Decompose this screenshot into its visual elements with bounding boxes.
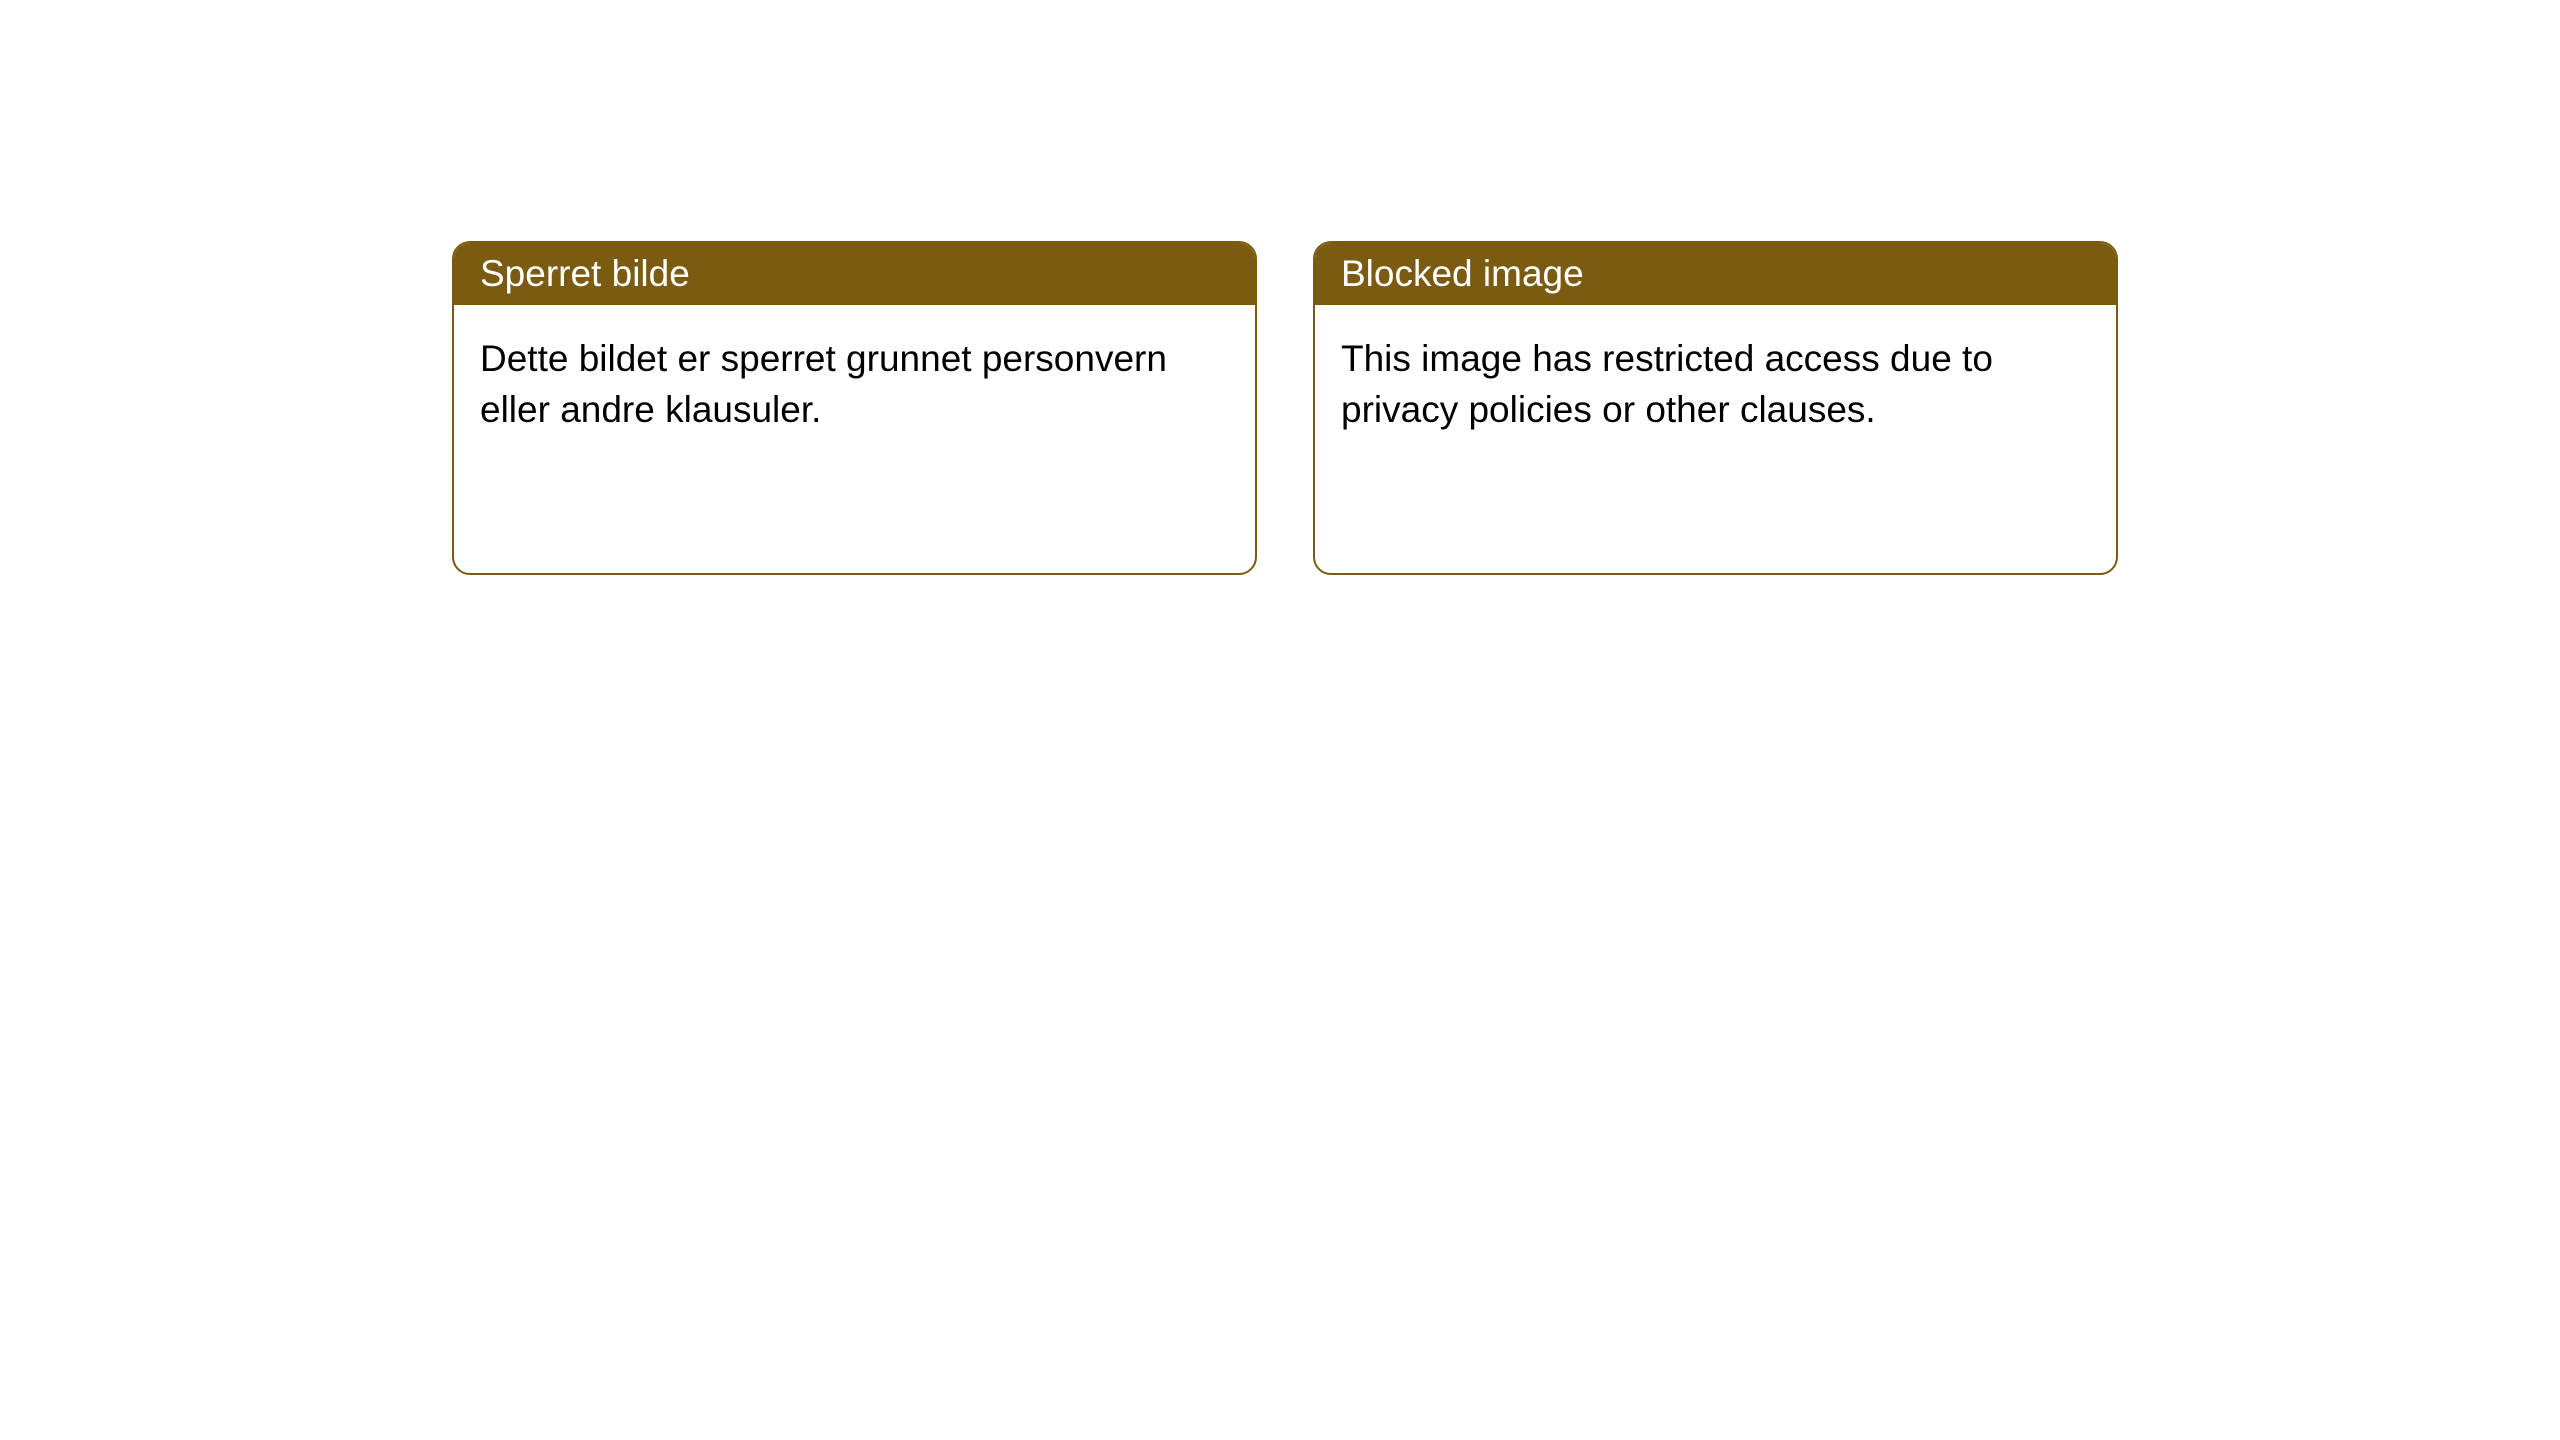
- notice-body: Dette bildet er sperret grunnet personve…: [454, 305, 1255, 463]
- notice-card-norwegian: Sperret bilde Dette bildet er sperret gr…: [452, 241, 1257, 575]
- notice-body: This image has restricted access due to …: [1315, 305, 2116, 463]
- notice-title: Blocked image: [1315, 243, 2116, 305]
- notice-title: Sperret bilde: [454, 243, 1255, 305]
- notices-container: Sperret bilde Dette bildet er sperret gr…: [452, 241, 2118, 575]
- notice-card-english: Blocked image This image has restricted …: [1313, 241, 2118, 575]
